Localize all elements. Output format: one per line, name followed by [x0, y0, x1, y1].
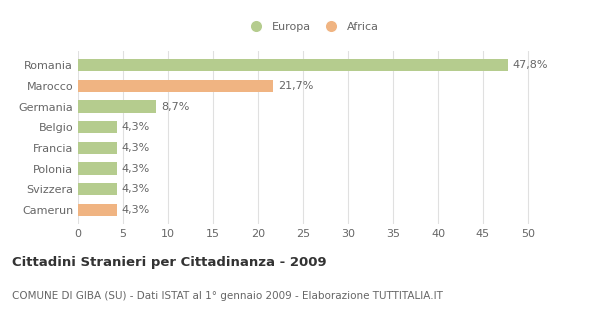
- Text: 21,7%: 21,7%: [278, 81, 313, 91]
- Text: 4,3%: 4,3%: [121, 143, 149, 153]
- Text: 8,7%: 8,7%: [161, 101, 189, 112]
- Text: 47,8%: 47,8%: [513, 60, 548, 70]
- Bar: [78, 142, 116, 154]
- Text: Cittadini Stranieri per Cittadinanza - 2009: Cittadini Stranieri per Cittadinanza - 2…: [12, 256, 326, 269]
- Bar: [78, 121, 116, 133]
- Bar: [78, 80, 273, 92]
- Text: 4,3%: 4,3%: [121, 164, 149, 174]
- Bar: [78, 163, 116, 175]
- Text: 4,3%: 4,3%: [121, 205, 149, 215]
- Legend: Europa, Africa: Europa, Africa: [242, 19, 382, 36]
- Text: 4,3%: 4,3%: [121, 122, 149, 132]
- Bar: [78, 59, 508, 71]
- Bar: [78, 204, 116, 216]
- Bar: [78, 183, 116, 196]
- Text: COMUNE DI GIBA (SU) - Dati ISTAT al 1° gennaio 2009 - Elaborazione TUTTITALIA.IT: COMUNE DI GIBA (SU) - Dati ISTAT al 1° g…: [12, 291, 443, 301]
- Bar: [78, 100, 156, 113]
- Text: 4,3%: 4,3%: [121, 184, 149, 194]
